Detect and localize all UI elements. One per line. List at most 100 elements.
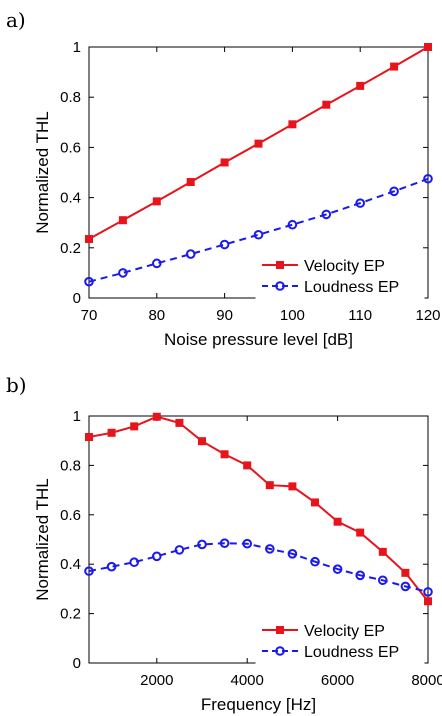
data-point-circle xyxy=(152,551,162,562)
x-tick-label: 70 xyxy=(81,307,98,324)
y-tick-label: 0.2 xyxy=(60,240,81,257)
data-point-square xyxy=(85,432,93,441)
legend-background xyxy=(255,616,425,664)
data-point-square xyxy=(378,547,387,556)
legend-marker-square xyxy=(276,261,284,269)
data-point-square xyxy=(152,412,161,421)
data-point-square xyxy=(85,235,93,244)
data-point-circle xyxy=(84,566,94,576)
data-point-square xyxy=(130,422,139,431)
x-tick-label: 8000 xyxy=(411,672,442,689)
data-point-square xyxy=(243,461,252,470)
legend: Velocity EP Loudness EP xyxy=(255,616,425,664)
data-point-square xyxy=(175,418,184,427)
data-point-circle xyxy=(423,587,433,597)
data-point-circle xyxy=(287,549,298,559)
legend-background xyxy=(255,251,425,299)
series-velocity-ep xyxy=(85,412,432,606)
x-tick-label: 120 xyxy=(415,307,440,324)
data-point-circle xyxy=(219,538,230,549)
series-line xyxy=(88,542,429,593)
x-tick-label: 2000 xyxy=(140,672,173,689)
y-axis-label: Normalized THL xyxy=(33,111,52,234)
data-point-square xyxy=(288,120,297,129)
legend: Velocity EP Loudness EP xyxy=(255,251,425,299)
data-point-square xyxy=(118,216,127,225)
y-axis-label: Normalized THL xyxy=(33,478,52,601)
y-tick-label: 0.2 xyxy=(60,606,81,623)
data-point-circle xyxy=(219,239,230,250)
legend-marker-circle xyxy=(275,646,285,656)
y-tick-label: 0.4 xyxy=(60,190,81,207)
data-point-circle xyxy=(389,186,399,197)
y-tick-label: 0.6 xyxy=(60,507,81,524)
y-tick-label: 0.4 xyxy=(60,556,81,573)
x-tick-label: 100 xyxy=(280,307,305,324)
data-point-square xyxy=(254,139,263,148)
data-point-square xyxy=(401,568,410,577)
data-point-square xyxy=(333,517,342,526)
data-point-square xyxy=(220,450,229,459)
x-axis-label: Noise pressure level [dB] xyxy=(164,330,353,349)
chart-panel-b: b) 0 0.2 0.4 0.6 0.8 1 2000 4000 6000 8000 Normaliz… xyxy=(6,373,442,714)
data-point-circle xyxy=(253,229,264,240)
x-tick-label: 110 xyxy=(348,307,372,324)
data-point-circle xyxy=(118,268,128,278)
x-tick-label: 6000 xyxy=(321,672,354,689)
series-velocity-ep xyxy=(85,43,432,244)
y-tick-label: 1 xyxy=(73,39,81,56)
data-point-circle xyxy=(185,249,196,259)
legend-marker-square xyxy=(276,626,284,634)
y-tick-label: 0 xyxy=(73,290,81,307)
y-tick-label: 0.6 xyxy=(60,139,81,156)
chart-panel-a: a) 0 0.2 0.4 0.6 0.8 1 70 80 90 100 110 120 Normalize… xyxy=(6,8,441,349)
data-point-circle xyxy=(355,570,366,581)
y-tick-label: 1 xyxy=(73,408,81,425)
panel-label: a) xyxy=(6,8,26,32)
legend-marker-circle xyxy=(275,281,285,291)
data-point-circle xyxy=(287,219,298,230)
legend-label: Loudness EP xyxy=(304,644,399,661)
data-point-square xyxy=(107,428,116,437)
data-point-circle xyxy=(242,538,252,549)
data-point-square xyxy=(152,197,161,206)
y-tick-label: 0.8 xyxy=(60,457,81,474)
data-point-square xyxy=(356,528,365,537)
y-tick-label: 0 xyxy=(73,655,81,672)
data-point-circle xyxy=(321,209,332,220)
data-point-circle xyxy=(106,561,117,572)
data-point-circle xyxy=(400,581,411,592)
y-tick-label: 0.8 xyxy=(60,89,81,106)
legend-label: Loudness EP xyxy=(304,279,399,296)
data-point-square xyxy=(424,597,432,606)
x-tick-label: 90 xyxy=(216,307,233,324)
data-point-circle xyxy=(84,276,94,287)
data-point-circle xyxy=(265,544,275,554)
data-point-circle xyxy=(152,258,162,269)
data-point-square xyxy=(322,100,331,109)
data-point-circle xyxy=(378,575,388,586)
data-point-circle xyxy=(355,198,366,208)
data-point-square xyxy=(198,437,206,446)
series-loudness-ep xyxy=(84,173,433,287)
data-point-square xyxy=(424,43,432,51)
legend-label: Velocity EP xyxy=(304,258,385,275)
data-point-square xyxy=(220,158,229,167)
legend-label: Velocity EP xyxy=(304,623,385,640)
x-axis-label: Frequency [Hz] xyxy=(201,695,316,714)
x-tick-label: 4000 xyxy=(231,672,264,689)
data-point-square xyxy=(356,81,365,90)
x-tick-label: 80 xyxy=(148,307,165,324)
series-loudness-ep xyxy=(84,538,433,597)
panel-label: b) xyxy=(6,373,27,397)
data-point-circle xyxy=(332,564,343,574)
data-point-circle xyxy=(174,545,185,555)
data-point-circle xyxy=(310,556,320,567)
data-point-square xyxy=(265,481,274,490)
data-point-circle xyxy=(129,557,139,568)
data-point-square xyxy=(390,62,399,71)
data-point-square xyxy=(186,178,195,187)
data-point-square xyxy=(311,498,319,507)
series-line xyxy=(88,415,429,602)
